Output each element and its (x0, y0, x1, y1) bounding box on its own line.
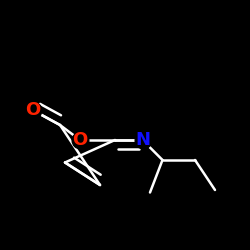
Text: O: O (72, 131, 88, 149)
Text: N: N (135, 131, 150, 149)
Text: O: O (25, 101, 40, 119)
